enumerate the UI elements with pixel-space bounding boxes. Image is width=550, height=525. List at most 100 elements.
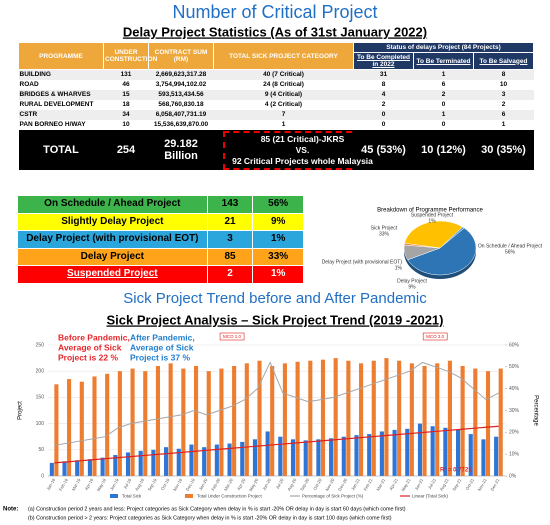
bar [485,371,491,476]
x-tick-label: May-21 [400,477,412,492]
total-cell: 85 (21 Critical)-JKRS VS. 92 Critical Proj… [213,130,383,170]
bar [278,436,283,476]
y2-tick-label: 0% [509,473,517,479]
pie-slice [404,220,463,249]
section-title: Sick Project Trend before and After Pand… [123,290,427,307]
bar [447,360,452,476]
bar [405,428,410,476]
x-tick-label: Jul-21 [427,477,437,490]
bar [143,371,148,476]
bar [417,423,423,476]
table-cell: 7 [281,111,286,118]
total-row: TOTAL 254 29.182 Billion 85 (21 Critical)-J… [18,130,534,170]
x-tick-label: Feb-21 [363,477,374,492]
bar [409,363,414,476]
bar [130,368,135,476]
bar [206,371,211,476]
status-label-cell: Delay Project [18,249,207,266]
annotation: Average of Sick [130,342,194,352]
period-box [219,332,245,341]
pie-value-label: 56% [505,249,516,255]
x-tick-label: Apr-21 [388,477,399,491]
status-label-cell: On Schedule / Ahead Project [18,196,207,213]
bar [240,441,245,476]
status-label-cell: Delay Project (with provisional EOT) [18,231,207,248]
table-cell: 4 [381,91,386,98]
pie-value-label: 33% [379,231,390,237]
bar [214,444,219,476]
x-tick-label: Nov-19 [172,477,183,492]
table-cell: 2 [501,101,506,108]
status-label-cell: Slightly Delay Project [18,214,207,231]
table-cell: RURAL DEVELOPMENT [19,101,94,108]
total-cell: 30 (35%) [473,130,534,170]
bar [460,365,465,476]
bar [151,449,156,476]
x-tick-label: Jul-19 [122,477,132,490]
bar [494,436,499,476]
status-table: On Schedule / Ahead Project 143 56% Slightl… [18,196,303,284]
table-cell: 131 [120,71,132,78]
x-tick-label: May-20 [248,477,260,492]
bar [100,457,105,476]
table-cell: PAN BORNEO H/WAY [19,121,86,128]
bar [367,434,372,476]
status-percent: 9% [252,213,303,230]
y-tick-label: 0 [41,473,44,479]
table-cell: 1 [441,111,446,118]
status-label: Delay Project (with provisional EOT) [26,233,199,244]
bar [189,444,194,476]
bar [290,439,296,476]
bar [473,368,478,476]
table-cell: 4 (2 Critical) [264,101,303,108]
bar [430,426,435,476]
table-cell: 8 [381,81,386,88]
bar [435,363,440,476]
bar [117,371,122,476]
stats-table: PROGRAMME UNDER CONSTRUCTION CONTRACT SU… [18,42,534,170]
bar [202,447,207,476]
bar [498,368,503,476]
x-tick-label: Jan-20 [198,477,209,491]
x-tick-label: Jan-21 [350,477,361,491]
table-cell: 8 [501,71,506,78]
y-tick-label: 150 [36,395,45,401]
status-percent: 56% [252,196,303,213]
bar [232,365,237,476]
x-tick-label: Nov-21 [477,477,488,492]
bar [164,447,169,476]
pie-title: Breakdown of Programme Performance [377,208,483,214]
table-cell: 3,754,994,102.02 [155,81,207,88]
bar [468,434,473,476]
x-tick-label: Nov-20 [324,477,335,492]
pie-slice [403,243,441,249]
pie-label: On Schedule / Ahead Project [478,243,543,249]
table-cell: 15,536,639,870.00 [153,121,209,128]
x-tick-label: Jan-19 [45,477,56,491]
x-tick-label: Oct-19 [160,477,171,491]
header-cell: CONTRACT SUM (RM) [148,42,214,70]
pie-value-label: 1% [428,218,436,224]
y2-tick-label: 20% [509,430,520,436]
legend-label: Total Sick [122,494,142,499]
table-cell: 1 [501,121,506,128]
pie-label: Suspended Project [411,212,454,218]
status-row: Delay Project 85 33% [18,248,303,266]
table-cell: 568,760,830.18 [158,101,204,108]
legend-swatch [110,494,118,498]
y-tick-label: 50 [38,447,44,453]
x-tick-label: Dec-19 [185,477,196,492]
total-line: 85 (21 Critical)-JKRS [260,133,345,144]
bar [481,439,486,476]
bar [62,461,67,476]
bar [252,439,258,476]
total-cell: 254 [103,130,149,170]
bar [329,438,334,476]
y-axis-title: Project [18,401,24,420]
bar [397,360,402,476]
bar [227,443,232,476]
table-cell: 1 [441,71,446,78]
annotation: Average of Sick [58,342,122,352]
status-row: Delay Project (with provisional EOT) 3 1% [18,231,303,249]
table-row: PAN BORNEO H/WAY 10 15,536,639,870.00 1 0 0 1 [18,120,534,130]
